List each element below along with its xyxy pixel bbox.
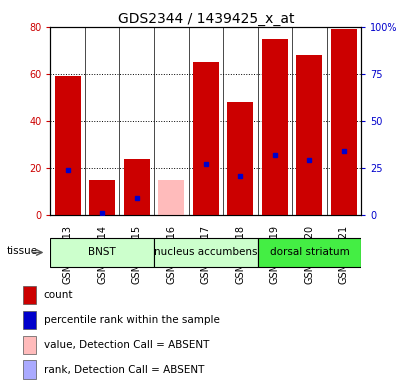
- Bar: [89, 180, 115, 215]
- Bar: [23, 286, 36, 305]
- Bar: [23, 336, 36, 354]
- Bar: [193, 62, 219, 215]
- Bar: [158, 180, 184, 215]
- Text: percentile rank within the sample: percentile rank within the sample: [44, 315, 220, 325]
- Bar: [227, 102, 253, 215]
- Bar: [262, 39, 288, 215]
- Bar: [50, 238, 154, 267]
- Bar: [257, 238, 361, 267]
- Bar: [23, 311, 36, 329]
- Text: value, Detection Call = ABSENT: value, Detection Call = ABSENT: [44, 340, 209, 350]
- Bar: [55, 76, 81, 215]
- Bar: [154, 238, 257, 267]
- Bar: [331, 29, 357, 215]
- Bar: [124, 159, 150, 215]
- Text: rank, Detection Call = ABSENT: rank, Detection Call = ABSENT: [44, 365, 204, 375]
- Text: nucleus accumbens: nucleus accumbens: [154, 247, 257, 257]
- Text: dorsal striatum: dorsal striatum: [270, 247, 349, 257]
- Title: GDS2344 / 1439425_x_at: GDS2344 / 1439425_x_at: [118, 12, 294, 26]
- Text: BNST: BNST: [88, 247, 116, 257]
- Text: count: count: [44, 290, 74, 300]
- Bar: [23, 361, 36, 379]
- Text: tissue: tissue: [7, 246, 38, 256]
- Bar: [297, 55, 323, 215]
